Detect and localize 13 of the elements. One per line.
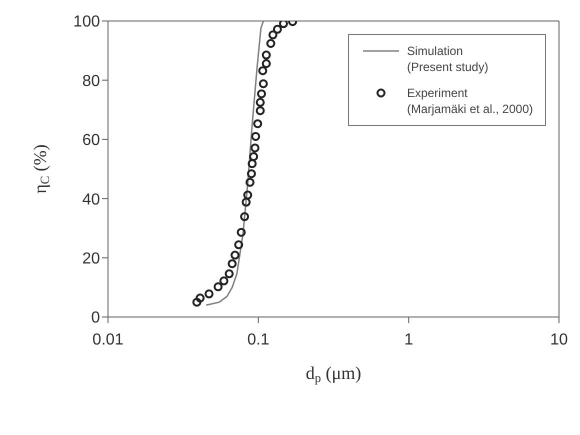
x-tick-label: 0.1 — [247, 331, 270, 348]
y-tick-label: 20 — [82, 250, 100, 268]
y-tick-label: 0 — [91, 310, 100, 327]
y-tick-label: 60 — [82, 132, 100, 150]
y-tick-label: 100 — [73, 14, 100, 31]
legend-label: Experiment (Marjamäki et al., 2000) — [406, 85, 533, 117]
x-axis-title: d$_{p}$ (μm) — [306, 363, 362, 386]
x-tick-label: 10 — [550, 331, 568, 348]
legend-label: Simulation (Present study) — [406, 43, 488, 75]
x-tick-label: 1 — [404, 331, 414, 348]
y-tick-label: 40 — [82, 191, 100, 208]
x-tick-label: 0.01 — [92, 331, 124, 348]
y-tick-label: 80 — [82, 72, 100, 90]
